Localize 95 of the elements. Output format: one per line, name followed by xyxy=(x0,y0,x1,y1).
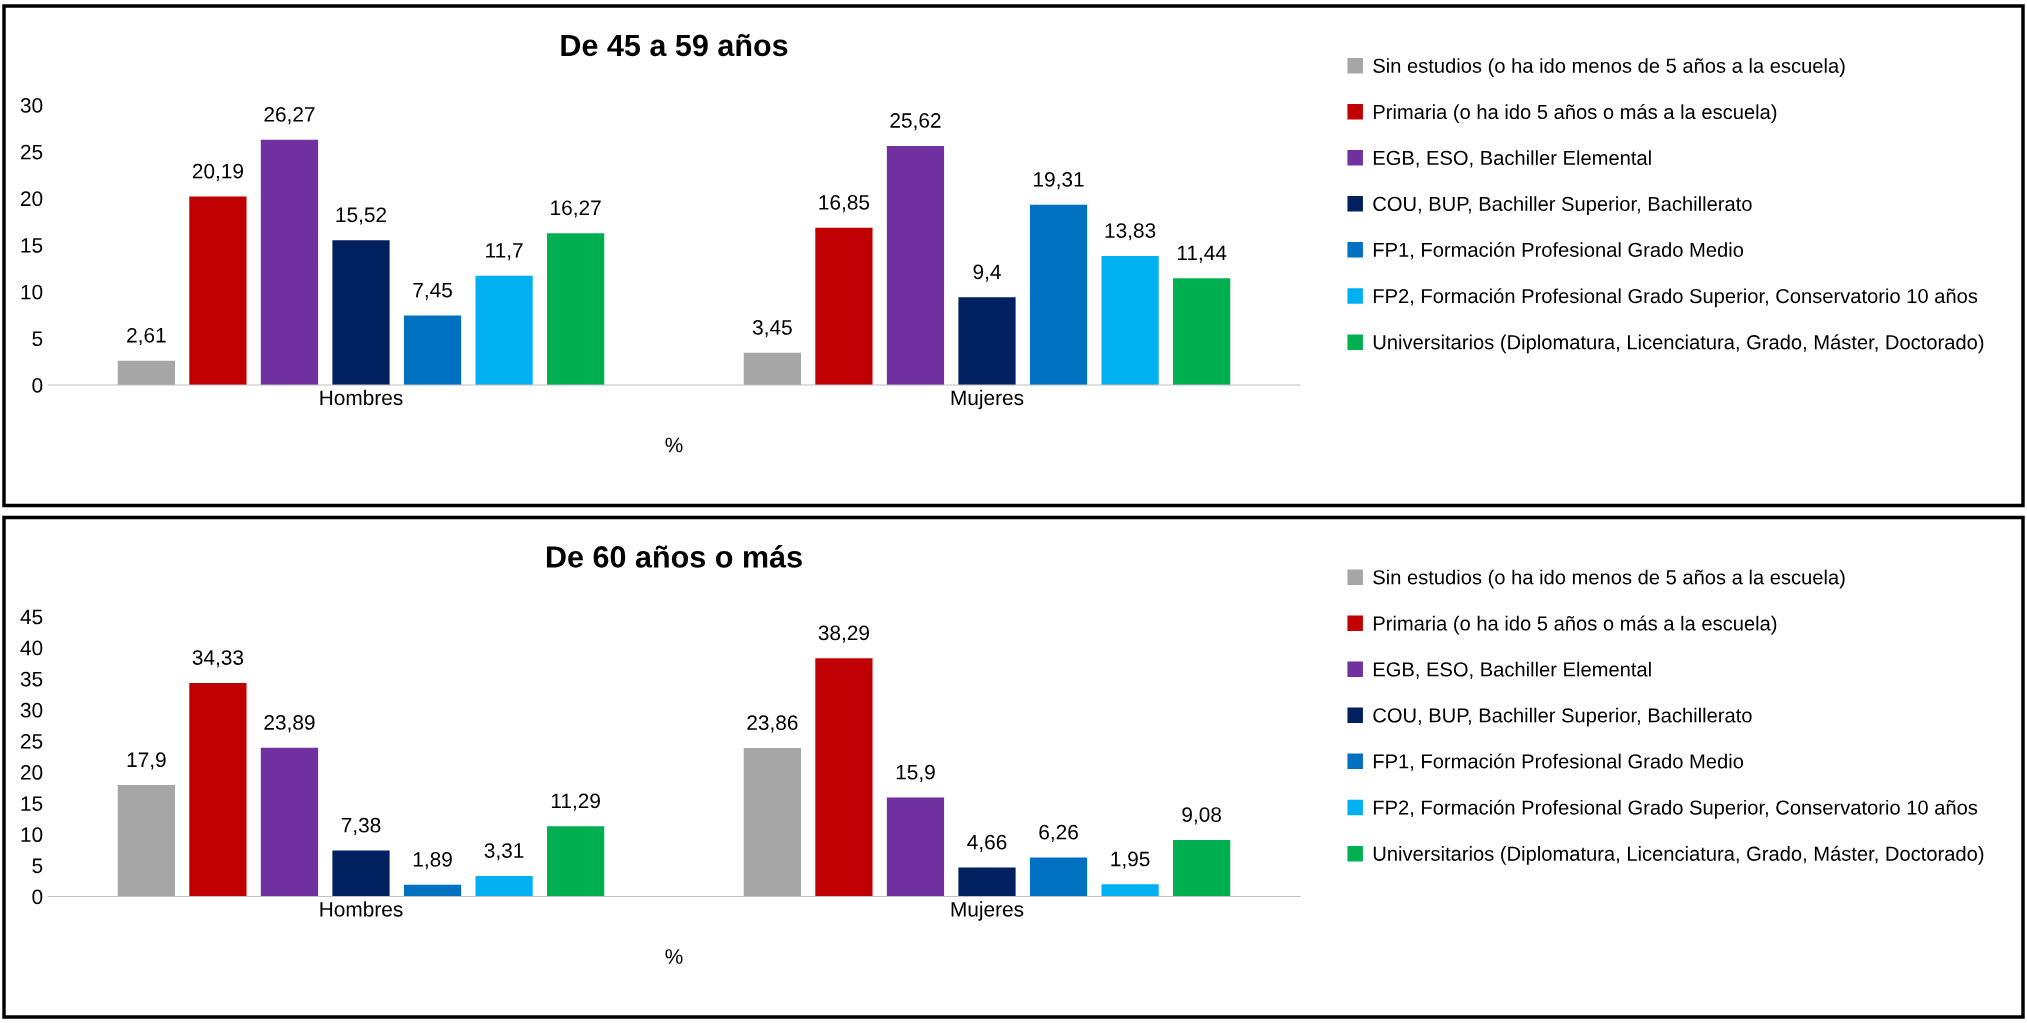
data-label: 16,85 xyxy=(819,194,870,213)
data-label: 17,9 xyxy=(127,752,166,770)
bar xyxy=(117,785,175,897)
bar xyxy=(1101,884,1159,897)
data-label: 1,89 xyxy=(413,851,452,870)
data-label: 1,95 xyxy=(1111,851,1150,869)
data-label: 7,38 xyxy=(341,817,381,836)
bar xyxy=(260,139,319,385)
bar xyxy=(189,682,247,897)
bar xyxy=(475,875,533,897)
bar xyxy=(260,747,319,897)
x-axis-title: % xyxy=(665,949,683,964)
bar xyxy=(332,240,390,385)
data-label: 23,89 xyxy=(264,715,315,733)
y-tick-label: 15 xyxy=(21,238,43,253)
data-label: 3,45 xyxy=(752,320,792,338)
y-tick-label: 40 xyxy=(20,640,43,656)
y-tick-label: 5 xyxy=(32,331,43,347)
bar xyxy=(1101,255,1159,385)
data-label: 9,4 xyxy=(973,264,1001,282)
x-tick-label: Mujeres xyxy=(951,901,1024,921)
bar xyxy=(332,850,390,897)
legend-label: COU, BUP, Bachiller Superior, Bachillerato xyxy=(1373,196,1752,216)
legend-label: EGB, ESO, Bachiller Elemental xyxy=(1373,150,1651,168)
bar xyxy=(958,297,1016,385)
legend-label: Primaria (o ha ido 5 años o más a la escuela) xyxy=(1373,104,1777,124)
y-tick-label: 5 xyxy=(32,858,43,874)
y-tick-label: 30 xyxy=(20,98,43,113)
legend-label: Sin estudios (o ha ido menos de 5 años a la escuela) xyxy=(1373,58,1845,77)
bar xyxy=(547,233,605,385)
chart-title: De 45 a 59 años xyxy=(561,33,788,57)
data-label: 9,08 xyxy=(1182,807,1221,825)
y-tick-label: 20 xyxy=(21,765,43,780)
bar xyxy=(886,797,945,897)
x-axis-title: % xyxy=(665,437,683,453)
legend-label: FP1, Formación Profesional Grado Medio xyxy=(1373,241,1744,260)
data-label: 23,86 xyxy=(747,715,798,733)
bar xyxy=(1173,278,1231,385)
bar xyxy=(1029,857,1088,897)
legend-label: FP1, Formación Profesional Grado Medio xyxy=(1373,753,1744,771)
data-label: 38,29 xyxy=(818,625,869,643)
legend-label: FP2, Formación Profesional Grado Superior, Conservatorio 10 años xyxy=(1373,288,1978,308)
legend-label: EGB, ESO, Bachiller Elemental xyxy=(1373,661,1651,679)
y-tick-label: 10 xyxy=(21,284,43,300)
data-label: 11,44 xyxy=(1177,245,1227,263)
data-label: 15,9 xyxy=(896,764,935,783)
data-label: 26,27 xyxy=(264,107,315,125)
bar xyxy=(1029,204,1088,385)
y-tick-label: 10 xyxy=(21,827,43,843)
bar xyxy=(743,352,801,385)
data-label: 20,19 xyxy=(192,163,243,182)
data-label: 6,26 xyxy=(1039,824,1078,842)
data-label: 2,61 xyxy=(127,327,166,346)
data-label: 15,52 xyxy=(336,207,387,225)
y-tick-label: 15 xyxy=(21,796,43,811)
data-label: 34,33 xyxy=(192,650,244,668)
data-label: 13,83 xyxy=(1105,223,1156,241)
legend-label: Universitarios (Diplomatura, Licenciatura, Grado, Máster, Doctorado) xyxy=(1373,845,1984,865)
bar xyxy=(1173,840,1231,897)
legend-label: FP2, Formación Profesional Grado Superior, Conservatorio 10 años xyxy=(1373,799,1978,819)
bar xyxy=(403,884,462,897)
bar xyxy=(815,227,873,385)
x-tick-label: Mujeres xyxy=(951,389,1024,410)
bar xyxy=(403,315,462,385)
data-label: 3,31 xyxy=(484,843,524,861)
y-tick-label: 25 xyxy=(21,144,43,160)
y-tick-label: 20 xyxy=(21,191,43,207)
data-label: 25,62 xyxy=(890,113,941,131)
bar xyxy=(475,275,533,385)
bar xyxy=(886,145,945,385)
data-label: 16,27 xyxy=(551,200,601,218)
bar xyxy=(189,196,247,385)
legend-label: Primaria (o ha ido 5 años o más a la escuela) xyxy=(1373,615,1777,635)
y-tick-label: 30 xyxy=(20,702,43,718)
y-tick-label: 25 xyxy=(21,733,43,749)
data-label: 11,7 xyxy=(486,243,523,261)
bar xyxy=(958,867,1016,897)
chart-title: De 60 años o más xyxy=(546,544,802,568)
legend-label: COU, BUP, Bachiller Superior, Bachillerato xyxy=(1373,707,1752,727)
bar xyxy=(547,826,605,897)
y-tick-label: 45 xyxy=(20,609,43,625)
x-tick-label: Hombres xyxy=(320,389,403,406)
data-label: 19,31 xyxy=(1034,172,1084,190)
y-tick-label: 0 xyxy=(32,889,43,905)
bar xyxy=(815,658,873,897)
bar xyxy=(117,360,175,385)
legend-label: Sin estudios (o ha ido menos de 5 años a la escuela) xyxy=(1373,569,1845,589)
data-label: 4,66 xyxy=(967,834,1007,852)
legend-label: Universitarios (Diplomatura, Licenciatura, Grado, Máster, Doctorado) xyxy=(1373,334,1984,354)
bar xyxy=(743,748,801,897)
x-tick-label: Hombres xyxy=(320,901,403,917)
y-tick-label: 0 xyxy=(32,378,43,393)
data-label: 7,45 xyxy=(413,282,452,300)
y-tick-label: 35 xyxy=(20,671,43,687)
data-label: 11,29 xyxy=(551,793,600,811)
